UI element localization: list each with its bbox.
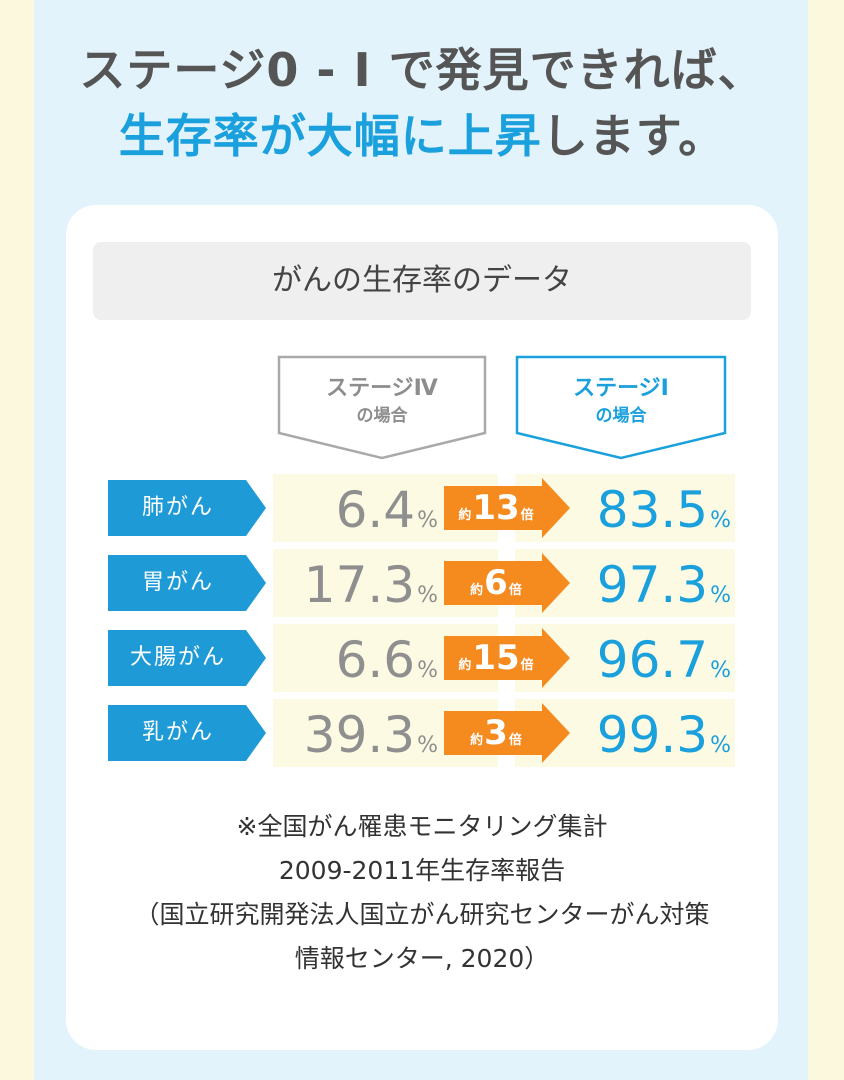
ratio-suffix: 倍: [520, 508, 534, 523]
stage1-number: 97.3: [596, 556, 709, 614]
cancer-type-name: 乳がん: [141, 720, 214, 745]
column-header-stage4: ステージⅣ の場合: [277, 355, 487, 460]
column-header-stage4-shape: [277, 355, 487, 460]
cancer-type-label: 肺がん: [108, 480, 266, 536]
ratio-text: 約3倍: [444, 703, 548, 763]
stage4-value: 39.3%: [304, 705, 438, 765]
card-title: がんの生存率のデータ: [93, 242, 751, 320]
stage4-number: 17.3: [303, 556, 416, 614]
label-arrow-shape: [108, 705, 266, 761]
stage4-cell: 17.3%: [273, 549, 498, 617]
ratio-value: 6: [484, 563, 508, 603]
cancer-type-name: 大腸がん: [129, 645, 226, 670]
column-header-stage4-sub: の場合: [356, 406, 408, 426]
headline-highlight: 生存率が大幅に上昇: [118, 109, 542, 163]
source-note-line-1: ※全国がん罹患モニタリング集計: [236, 812, 608, 841]
source-note-line-3: （国立研究開発法人国立がん研究センターがん対策: [134, 900, 710, 929]
ratio-text: 約15倍: [444, 628, 548, 688]
stage4-number: 6.4: [335, 481, 416, 539]
stage4-value: 17.3%: [304, 555, 438, 615]
table-row: 39.3% 99.3% 乳がん 約3倍: [108, 699, 735, 767]
stage1-value: 83.5%: [597, 480, 731, 540]
headline-rest: します。: [541, 109, 726, 163]
ratio-suffix: 倍: [508, 583, 522, 598]
column-header-stage1: ステージⅠ の場合: [515, 355, 727, 460]
stage4-unit: %: [417, 508, 438, 533]
stage4-unit: %: [417, 583, 438, 608]
ratio-text: 約6倍: [444, 553, 548, 613]
stage1-unit: %: [710, 733, 731, 758]
ratio-arrow: 約13倍: [444, 478, 570, 538]
ratio-arrow: 約6倍: [444, 553, 570, 613]
ratio-value: 13: [472, 488, 520, 528]
ratio-value: 3: [484, 713, 508, 753]
column-header-stage1-sub: の場合: [595, 406, 647, 426]
ratio-prefix: 約: [458, 658, 472, 673]
label-arrow-shape: [108, 630, 266, 686]
ratio-arrow: 約3倍: [444, 703, 570, 763]
ratio-value: 15: [472, 638, 520, 678]
stage4-unit: %: [417, 658, 438, 683]
source-note-line-2: 2009-2011年生存率報告: [278, 856, 566, 885]
stage4-cell: 39.3%: [273, 699, 498, 767]
ratio-arrow: 約15倍: [444, 628, 570, 688]
column-header-stage1-text: ステージⅠ の場合: [515, 375, 727, 429]
ratio-arrow-shape: [444, 478, 570, 538]
cancer-type-label: 胃がん: [108, 555, 266, 611]
stage1-unit: %: [710, 508, 731, 533]
cancer-type-label: 大腸がん: [108, 630, 266, 686]
stage1-unit: %: [710, 658, 731, 683]
stage1-cell: 83.5%: [515, 474, 735, 542]
stage1-unit: %: [710, 583, 731, 608]
source-note-line-4: 情報センター, 2020）: [294, 944, 550, 973]
column-header-stage4-title: ステージⅣ: [326, 376, 438, 401]
stage4-number: 6.6: [335, 631, 416, 689]
ratio-arrow-shape: [444, 553, 570, 613]
stage1-value: 96.7%: [597, 630, 731, 690]
label-arrow-shape: [108, 480, 266, 536]
table-row: 6.4% 83.5% 肺がん 約13倍: [108, 474, 735, 542]
cancer-type-name: 肺がん: [141, 495, 214, 520]
column-header-stage1-shape: [515, 355, 727, 460]
cancer-type-label: 乳がん: [108, 705, 266, 761]
stage1-number: 96.7: [596, 631, 709, 689]
headline-line-1: ステージ0 - Ⅰ で発見できれば、: [79, 43, 765, 97]
column-header-stage4-text: ステージⅣ の場合: [277, 375, 487, 429]
ratio-arrow-shape: [444, 628, 570, 688]
ratio-suffix: 倍: [520, 658, 534, 673]
label-arrow-shape: [108, 555, 266, 611]
column-header-stage1-title: ステージⅠ: [573, 376, 669, 401]
ratio-text: 約13倍: [444, 478, 548, 538]
stage4-number: 39.3: [303, 706, 416, 764]
stage1-cell: 96.7%: [515, 624, 735, 692]
stage1-value: 97.3%: [597, 555, 731, 615]
table-row: 6.6% 96.7% 大腸がん 約15倍: [108, 624, 735, 692]
headline-line-2: 生存率が大幅に上昇します。: [0, 100, 844, 166]
stage4-value: 6.4%: [336, 480, 438, 540]
stage1-number: 99.3: [596, 706, 709, 764]
stage4-value: 6.6%: [336, 630, 438, 690]
stage1-value: 99.3%: [597, 705, 731, 765]
stage1-number: 83.5: [596, 481, 709, 539]
ratio-prefix: 約: [470, 733, 484, 748]
ratio-prefix: 約: [458, 508, 472, 523]
ratio-suffix: 倍: [508, 733, 522, 748]
stage4-unit: %: [417, 733, 438, 758]
ratio-prefix: 約: [470, 583, 484, 598]
ratio-arrow-shape: [444, 703, 570, 763]
cancer-type-name: 胃がん: [141, 570, 214, 595]
table-row: 17.3% 97.3% 胃がん 約6倍: [108, 549, 735, 617]
